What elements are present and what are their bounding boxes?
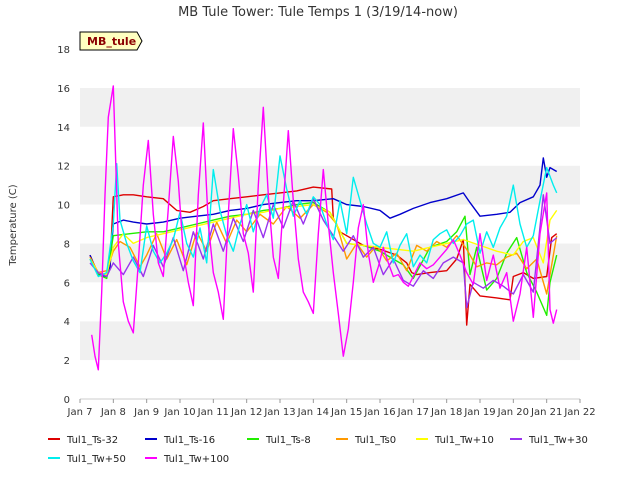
legend-item: Tul1_Tw+100 [145,454,229,465]
x-tick-label: Jan 21 [530,407,562,418]
x-tick-label: Jan 17 [397,407,429,418]
grid-band [80,282,580,322]
legend: Tul1_Ts-32 Tul1_Ts-16 Tul1_Ts-8 Tul1_Ts0 Tul… [48,435,588,465]
x-tick-label: Jan 14 [297,407,329,418]
x-tick-label: Jan 9 [133,407,159,418]
site-tag-box [79,31,143,51]
x-tick-label: Jan 15 [330,407,362,418]
x-tick-label: Jan 13 [263,407,295,418]
legend-item: Tul1_Tw+30 [510,435,588,446]
legend-item: Tul1_Tw+10 [416,435,494,446]
grid-band [80,87,580,127]
site-label-text: MB_tule [87,35,136,48]
grid-band [80,321,580,361]
y-tick-label: 18 [57,45,70,56]
x-axis-ticks: Jan 7 Jan 8 Jan 9 Jan 10 Jan 11 Jan 12 Jan 13 J… [67,399,596,418]
legend-label: Tul1_Tw+100 [163,454,229,465]
chart-title: MB Tule Tower: Tule Temps 1 (3/19/14-now… [178,5,458,20]
series-lines [89,85,558,371]
legend-label: Tul1_Tw+10 [434,435,494,446]
grid-band [80,360,580,399]
x-tick-label: Jan 12 [230,407,262,418]
y-tick-label: 16 [57,84,70,95]
x-tick-label: Jan 19 [463,407,495,418]
y-tick-label: 8 [64,239,70,250]
grid-band [80,49,580,88]
legend-label: Tul1_Tw+30 [528,435,588,446]
legend-label: Tul1_Tw+50 [66,454,126,465]
x-tick-label: Jan 18 [430,407,462,418]
y-tick-label: 4 [64,317,70,328]
site-label-tag: MB_tule [79,31,143,51]
legend-label: Tul1_Ts-8 [265,435,311,446]
legend-label: Tul1_Ts-16 [163,435,215,446]
series-line-tul1-ts-32 [89,186,558,326]
legend-item: Tul1_Tw+50 [48,454,126,465]
x-tick-label: Jan 22 [563,407,595,418]
x-tick-label: Jan 7 [67,407,93,418]
x-tick-label: Jan 10 [163,407,195,418]
y-tick-label: 12 [57,162,70,173]
legend-item: Tul1_Ts-8 [247,435,311,446]
legend-item: Tul1_Ts0 [336,435,396,446]
y-tick-label: 2 [64,356,70,367]
y-tick-label: 0 [64,395,70,406]
legend-label: Tul1_Ts-32 [66,435,118,446]
y-axis-label: Temperature (C) [8,184,19,266]
x-tick-label: Jan 8 [100,407,126,418]
y-tick-label: 10 [57,201,70,212]
grid-band [80,126,580,166]
x-tick-label: Jan 20 [497,407,529,418]
x-tick-label: Jan 16 [363,407,395,418]
legend-item: Tul1_Ts-16 [145,435,215,446]
y-tick-label: 14 [57,123,70,134]
legend-item: Tul1_Ts-32 [48,435,118,446]
y-tick-label: 6 [64,278,70,289]
x-tick-label: Jan 11 [197,407,229,418]
y-axis-ticks: 0 2 4 6 8 10 12 14 16 18 [57,45,70,406]
legend-label: Tul1_Ts0 [354,435,396,446]
series-line-tul1-tw-100 [91,85,558,371]
